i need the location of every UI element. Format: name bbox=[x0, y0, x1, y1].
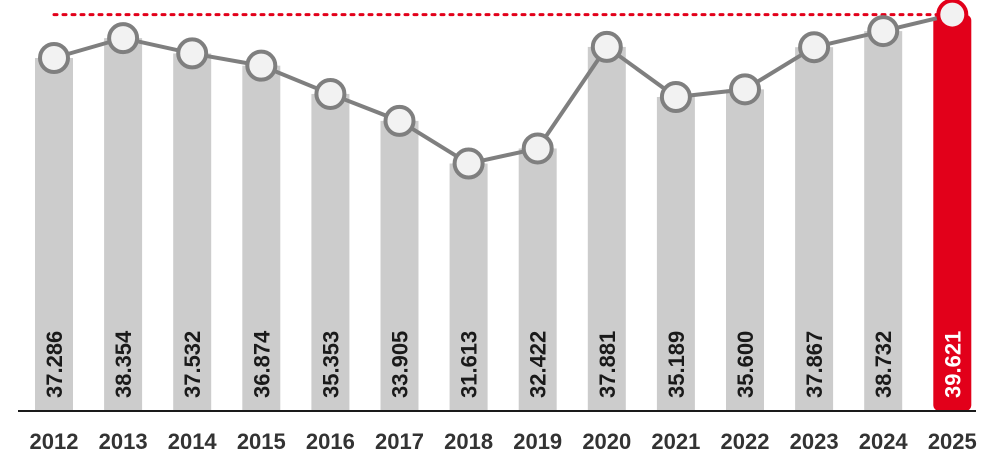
x-axis: 2012 2013 2014 2015 2016 2017 2018 2019 2020 2021… bbox=[18, 410, 977, 454]
bar-2023 bbox=[795, 47, 834, 412]
markers-layer bbox=[38, 0, 969, 180]
marker-2024 bbox=[867, 15, 900, 48]
x-tick-label-2018: 2018 bbox=[444, 429, 493, 454]
x-tick-label-2025: 2025 bbox=[928, 429, 977, 454]
bar-value-label-2018: 31.613 bbox=[457, 331, 482, 398]
marker-2016 bbox=[314, 77, 347, 110]
bars-layer bbox=[35, 14, 972, 412]
x-tick-label-2024: 2024 bbox=[859, 429, 909, 454]
x-tick-label-2023: 2023 bbox=[790, 429, 839, 454]
bar-2018 bbox=[449, 163, 488, 411]
marker-2023 bbox=[798, 31, 831, 64]
bar-2019 bbox=[518, 148, 557, 411]
x-tick-label-2012: 2012 bbox=[30, 429, 79, 454]
bar-2020 bbox=[587, 46, 626, 412]
marker-2012 bbox=[38, 42, 70, 74]
bar-value-label-2024: 38.732 bbox=[871, 331, 896, 398]
marker-2015 bbox=[245, 49, 278, 82]
marker-2013 bbox=[107, 22, 140, 55]
marker-2021 bbox=[659, 81, 692, 114]
bar-2014 bbox=[173, 53, 212, 411]
x-tick-label-2017: 2017 bbox=[375, 429, 424, 454]
bar-value-label-2019: 32.422 bbox=[526, 331, 551, 398]
x-tick-label-2021: 2021 bbox=[651, 429, 700, 454]
bar-value-label-2025: 39.621 bbox=[940, 331, 965, 398]
bar-value-label-2014: 37.532 bbox=[180, 331, 205, 398]
bar-labels-layer: 37.286 38.354 37.532 36.874 35.353 33.905 31.6… bbox=[42, 330, 965, 398]
bar-value-label-2020: 37.881 bbox=[595, 331, 620, 398]
bar-2021 bbox=[656, 97, 695, 411]
bar-value-label-2015: 36.874 bbox=[249, 330, 274, 398]
bar-2013 bbox=[104, 38, 143, 412]
x-tick-label-2020: 2020 bbox=[582, 429, 631, 454]
marker-2017 bbox=[383, 104, 416, 137]
bar-value-label-2016: 35.353 bbox=[318, 331, 343, 398]
x-tick-label-2016: 2016 bbox=[306, 429, 355, 454]
marker-2014 bbox=[176, 37, 209, 70]
bar-value-label-2022: 35.600 bbox=[733, 331, 758, 398]
bar-2012 bbox=[35, 58, 73, 411]
marker-2019 bbox=[521, 132, 554, 165]
x-tick-label-2019: 2019 bbox=[513, 429, 562, 454]
bar-2022 bbox=[726, 89, 764, 412]
marker-2025 bbox=[936, 0, 969, 31]
x-tick-label-2013: 2013 bbox=[99, 429, 148, 454]
bar-value-label-2017: 33.905 bbox=[388, 331, 413, 398]
x-tick-label-2022: 2022 bbox=[721, 429, 770, 454]
x-tick-label-2014: 2014 bbox=[168, 429, 218, 454]
marker-2018 bbox=[452, 147, 485, 180]
bar-value-label-2021: 35.189 bbox=[664, 331, 689, 398]
bar-value-label-2023: 37.867 bbox=[802, 331, 827, 398]
bar-value-label-2013: 38.354 bbox=[111, 330, 136, 398]
bar-2015 bbox=[242, 65, 281, 411]
bar-2016 bbox=[311, 93, 350, 411]
marker-2022 bbox=[729, 73, 761, 106]
x-tick-label-2015: 2015 bbox=[237, 429, 286, 454]
bar-value-label-2012: 37.286 bbox=[42, 331, 67, 398]
bar-2025 bbox=[933, 14, 972, 411]
bar-2024 bbox=[864, 31, 903, 411]
bar-2017 bbox=[380, 120, 419, 411]
marker-2020 bbox=[590, 30, 623, 63]
